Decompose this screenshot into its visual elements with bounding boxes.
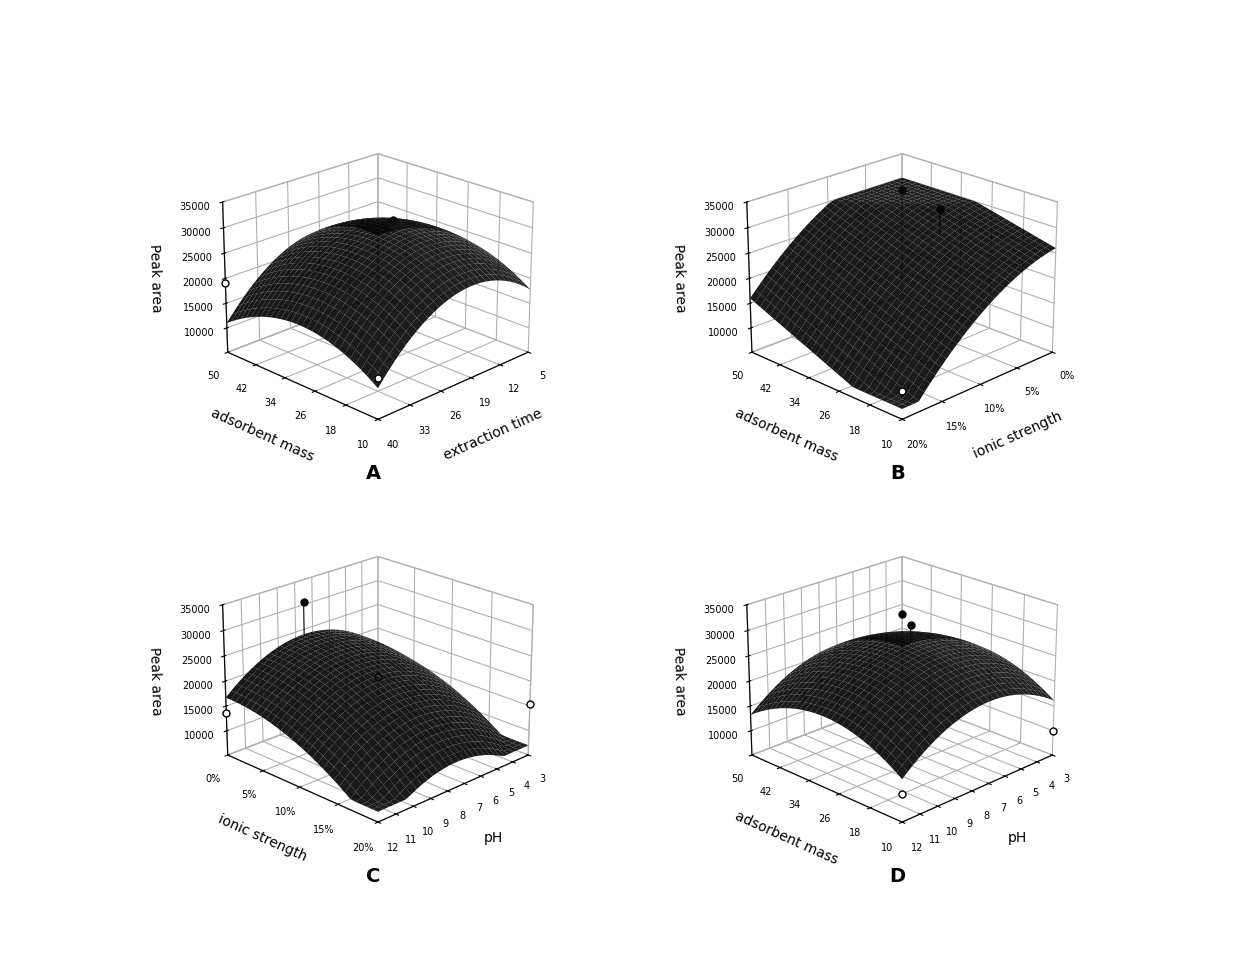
Text: C: C — [366, 867, 381, 886]
X-axis label: pH: pH — [484, 830, 503, 845]
Y-axis label: adsorbent mass: adsorbent mass — [210, 406, 316, 464]
Y-axis label: adsorbent mass: adsorbent mass — [733, 406, 841, 464]
X-axis label: extraction time: extraction time — [441, 407, 544, 463]
X-axis label: ionic strength: ionic strength — [971, 409, 1064, 461]
Text: B: B — [890, 464, 905, 483]
Text: D: D — [889, 867, 905, 886]
X-axis label: pH: pH — [1008, 830, 1027, 845]
Text: A: A — [366, 464, 381, 483]
Y-axis label: ionic strength: ionic strength — [216, 812, 309, 864]
Y-axis label: adsorbent mass: adsorbent mass — [733, 808, 841, 867]
